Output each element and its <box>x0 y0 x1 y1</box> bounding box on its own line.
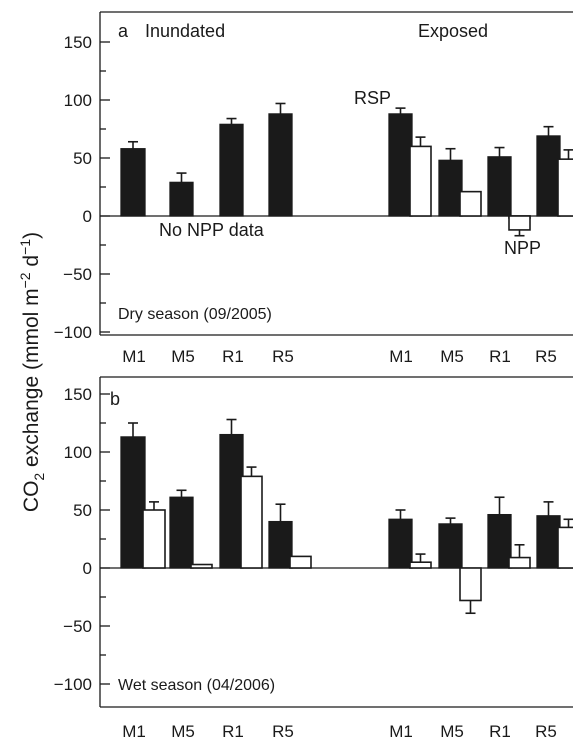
bar-npp <box>459 567 482 602</box>
season-label: Dry season (09/2005) <box>118 306 272 323</box>
bar-rsp <box>219 123 244 217</box>
panel-letter: a <box>118 21 129 41</box>
bar-rsp <box>438 159 463 217</box>
bar-rsp <box>536 515 561 569</box>
bar-npp <box>557 526 573 569</box>
x-tick-label: R5 <box>535 722 557 741</box>
bar-npp <box>190 563 213 569</box>
bar-npp <box>409 561 432 569</box>
y-tick-label: 100 <box>64 91 92 110</box>
y-tick-label: 0 <box>83 559 92 578</box>
y-tick-label: 0 <box>83 207 92 226</box>
npp-label: NPP <box>504 238 541 258</box>
x-tick-label: M5 <box>171 347 195 366</box>
bar-rsp <box>438 523 463 569</box>
x-tick-label: M1 <box>389 347 413 366</box>
x-tick-label: M1 <box>122 347 146 366</box>
y-tick-label: −100 <box>54 323 92 342</box>
x-tick-label: M5 <box>171 722 195 741</box>
x-tick-label: M1 <box>122 722 146 741</box>
y-tick-label: 50 <box>73 501 92 520</box>
x-tick-label: R5 <box>272 347 294 366</box>
y-tick-label: −100 <box>54 675 92 694</box>
y-axis-label: CO2 exchange (mmol m−2 d−1) <box>17 232 47 512</box>
bar-rsp <box>169 181 194 217</box>
bar-rsp <box>268 113 293 217</box>
x-tick-label: R5 <box>535 347 557 366</box>
bar-rsp <box>487 156 512 217</box>
x-tick-label: R1 <box>489 722 511 741</box>
y-tick-label: −50 <box>63 617 92 636</box>
no-npp-data-label: No NPP data <box>159 220 265 240</box>
bar-rsp <box>219 433 244 569</box>
bar-rsp <box>120 148 146 217</box>
panel-letter: b <box>110 389 120 409</box>
bar-rsp <box>388 518 413 569</box>
x-tick-label: M5 <box>440 722 464 741</box>
x-tick-label: M1 <box>389 722 413 741</box>
panel-a: −100 −50 0 50 100 150 a Inundated Exposed M1 M5 R1 R… <box>54 11 573 366</box>
x-tick-label: R1 <box>489 347 511 366</box>
rsp-label: RSP <box>354 88 391 108</box>
bar-npp <box>508 556 531 569</box>
y-tick-label: 150 <box>64 385 92 404</box>
x-tick-label: R1 <box>222 347 244 366</box>
bar-rsp <box>169 496 194 569</box>
group-label-exposed: Exposed <box>418 21 488 41</box>
bar-npp <box>289 555 312 569</box>
bar-npp <box>240 475 263 569</box>
season-label: Wet season (04/2006) <box>118 677 275 694</box>
bar-rsp <box>536 135 561 217</box>
group-label-inundated: Inundated <box>145 21 225 41</box>
y-tick-label: 150 <box>64 33 92 52</box>
bar-npp <box>557 158 573 217</box>
bar-rsp <box>388 113 413 217</box>
x-tick-label: M5 <box>440 347 464 366</box>
bar-npp <box>409 145 432 217</box>
x-tick-label: R5 <box>272 722 294 741</box>
x-tick-label: R1 <box>222 722 244 741</box>
bar-npp <box>508 215 531 231</box>
bar-rsp <box>268 520 293 569</box>
y-tick-label: −50 <box>63 265 92 284</box>
y-tick-label: 50 <box>73 149 92 168</box>
bar-npp <box>142 509 166 569</box>
bar-rsp <box>487 513 512 569</box>
bar-rsp <box>120 436 146 569</box>
bar-npp <box>459 190 482 217</box>
y-tick-label: 100 <box>64 443 92 462</box>
panel-b: −100 −50 0 50 100 150 b M1 M5 R1 R5 M1 M5 R1 R5 Wet sea… <box>54 376 573 741</box>
